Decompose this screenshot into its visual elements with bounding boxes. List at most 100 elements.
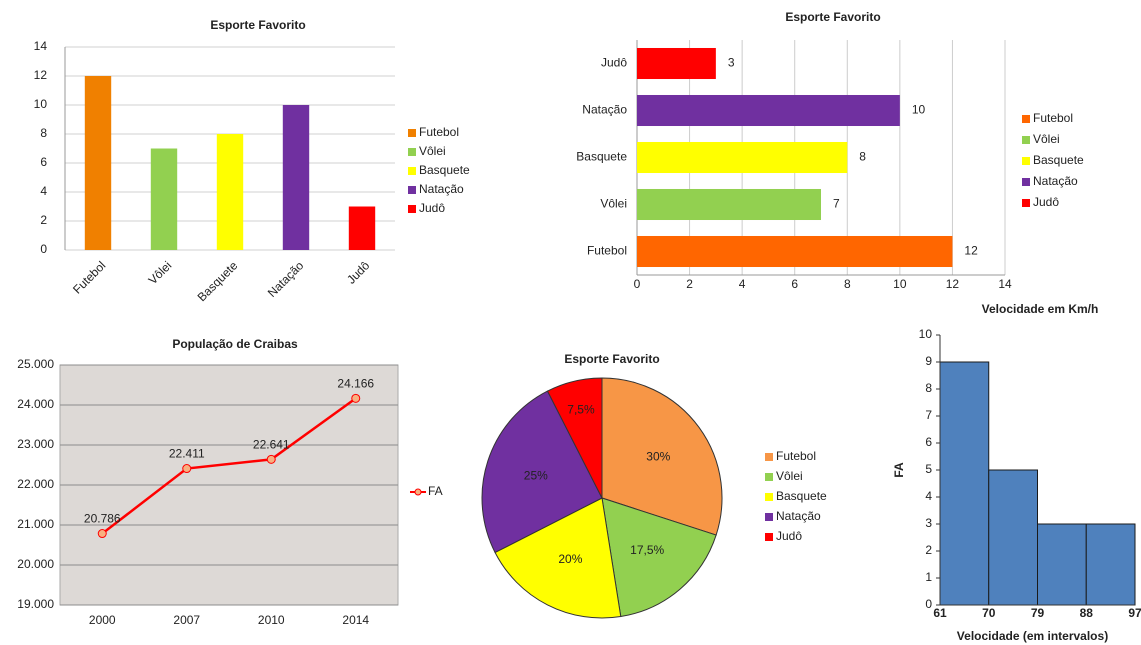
- line: [101, 397, 357, 535]
- bar: [637, 235, 953, 268]
- x-tick-label: Natação: [265, 258, 307, 300]
- pie-slice: [601, 377, 723, 536]
- x-tick-label: 6: [791, 277, 798, 291]
- legend-label: Natação: [776, 509, 821, 523]
- x-tick-label: Futebol: [70, 258, 108, 296]
- y-tick-label: 14: [34, 39, 48, 53]
- legend-label: Vôlei: [1033, 132, 1060, 146]
- legend-swatch: [408, 167, 416, 175]
- y-tick-label: 0: [925, 597, 932, 611]
- bar: [637, 94, 900, 127]
- y-tick-label: Futebol: [587, 244, 627, 258]
- legend-label: Futebol: [419, 125, 459, 139]
- y-tick-label: 10: [919, 327, 933, 341]
- x-tick-label: 97: [1128, 606, 1141, 620]
- y-tick-label: 25.000: [17, 357, 54, 371]
- legend-swatch: [765, 453, 773, 461]
- marker: [97, 529, 107, 539]
- x-tick-label: 0: [634, 277, 641, 291]
- data-label: 20.786: [84, 512, 121, 526]
- y-tick-label: 23.000: [17, 437, 54, 451]
- legend-swatch: [408, 148, 416, 156]
- x-tick-label: Vôlei: [146, 258, 175, 287]
- histogram-bar: [1037, 523, 1087, 606]
- y-tick-label: 4: [925, 489, 932, 503]
- legend-swatch: [408, 129, 416, 137]
- legend-swatch: [1022, 199, 1030, 207]
- data-label: 30%: [646, 449, 670, 463]
- marker: [266, 454, 276, 464]
- legend-label: Judô: [1033, 195, 1059, 209]
- data-label: 22.411: [169, 447, 205, 461]
- data-label: 20%: [558, 552, 582, 566]
- chart-title: Esporte Favorito: [785, 10, 880, 24]
- chart-title: População de Craibas: [172, 337, 298, 351]
- chart-title: Velocidade em Km/h: [982, 302, 1099, 316]
- histogram-bar: [1085, 523, 1136, 606]
- chart-title: Esporte Favorito: [564, 352, 659, 366]
- y-tick-label: 7: [925, 408, 932, 422]
- y-tick-label: 20.000: [17, 557, 54, 571]
- x-tick-label: 2000: [89, 613, 116, 627]
- legend-label: Vôlei: [776, 469, 803, 483]
- y-tick-label: 8: [925, 381, 932, 395]
- x-tick-label: Basquete: [195, 258, 241, 304]
- legend-marker: [414, 488, 422, 496]
- legend-label: Futebol: [1033, 111, 1073, 125]
- pie-slice: [601, 497, 717, 618]
- legend-label: Vôlei: [419, 144, 446, 158]
- histogram-bar: [939, 361, 990, 606]
- y-tick-label: Natação: [582, 103, 627, 117]
- bar: [637, 188, 821, 221]
- bar: [637, 47, 716, 80]
- legend-label: Basquete: [776, 489, 827, 503]
- data-label: 25%: [524, 469, 548, 483]
- legend-label: FA: [428, 484, 443, 498]
- legend-label: Natação: [419, 182, 464, 196]
- data-label: 7: [833, 197, 840, 211]
- x-tick-label: 10: [893, 277, 907, 291]
- x-tick-label: 4: [739, 277, 746, 291]
- data-label: 12: [964, 244, 978, 258]
- x-tick-label: 2: [686, 277, 693, 291]
- x-axis-label: Velocidade (em intervalos): [957, 629, 1108, 643]
- legend-label: Futebol: [776, 449, 816, 463]
- legend-swatch: [1022, 157, 1030, 165]
- x-tick-label: 70: [982, 606, 996, 620]
- bar: [84, 76, 112, 250]
- y-tick-label: 1: [925, 570, 932, 584]
- bar: [637, 141, 848, 174]
- y-tick-label: Basquete: [576, 150, 627, 164]
- y-tick-label: 5: [925, 462, 932, 476]
- data-label: 17,5%: [630, 543, 664, 557]
- legend-label: Basquete: [419, 163, 470, 177]
- data-label: 10: [912, 103, 926, 117]
- bar: [150, 148, 178, 250]
- pie-slice: [546, 377, 603, 499]
- x-tick-label: 8: [844, 277, 851, 291]
- data-label: 24.166: [337, 377, 374, 391]
- data-label: 7,5%: [567, 403, 595, 417]
- data-label: 22.641: [253, 438, 290, 452]
- bar: [282, 105, 310, 250]
- marker: [182, 464, 192, 474]
- y-tick-label: 10: [34, 97, 48, 111]
- y-tick-label: 6: [40, 155, 47, 169]
- y-tick-label: Judô: [601, 56, 627, 70]
- data-label: 8: [859, 150, 866, 164]
- legend-swatch: [408, 205, 416, 213]
- x-tick-label: 61: [933, 606, 947, 620]
- legend-swatch: [1022, 136, 1030, 144]
- y-tick-label: 3: [925, 516, 932, 530]
- y-tick-label: Vôlei: [600, 197, 627, 211]
- y-tick-label: 2: [925, 543, 932, 557]
- x-tick-label: 2007: [173, 613, 200, 627]
- data-label: 3: [728, 56, 735, 70]
- histogram-bar: [988, 469, 1038, 606]
- y-tick-label: 12: [34, 68, 48, 82]
- y-tick-label: 22.000: [17, 477, 54, 491]
- y-tick-label: 19.000: [17, 597, 54, 611]
- legend-swatch: [765, 533, 773, 541]
- legend-label: Natação: [1033, 174, 1078, 188]
